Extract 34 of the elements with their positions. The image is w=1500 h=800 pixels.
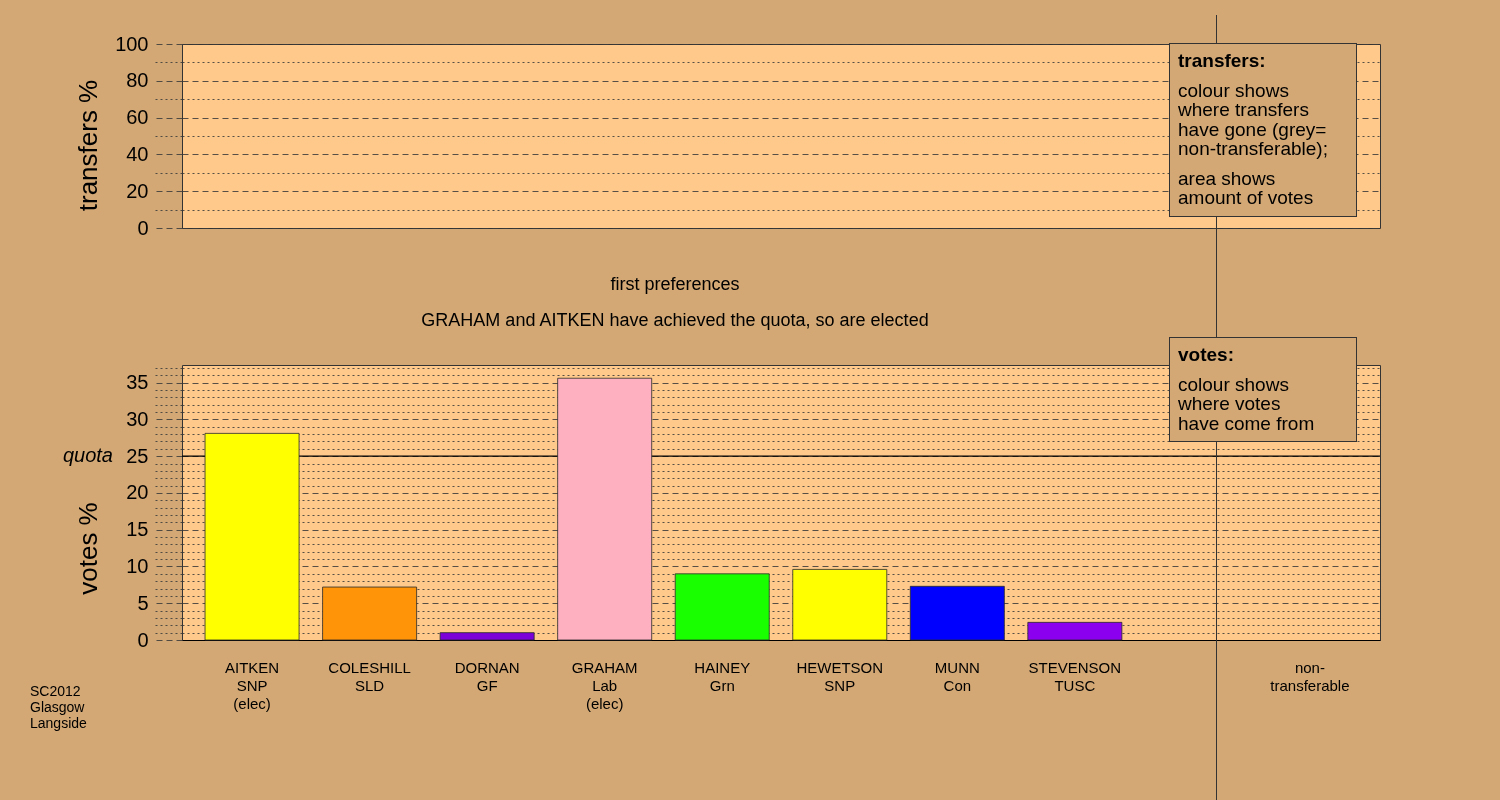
y-tick-label: 15	[126, 518, 149, 541]
y-tick-label: 10	[126, 554, 149, 577]
y-tick-label: 5	[137, 591, 149, 614]
annotation: area shows amount of votes	[1178, 167, 1315, 208]
y-tick-label: 60	[126, 106, 149, 129]
ref-line-label: quota	[62, 444, 113, 467]
y-axis-title: transfers %	[72, 79, 103, 212]
x-tick-label: DORNAN GF	[454, 658, 520, 694]
y-tick-label: 20	[126, 481, 149, 504]
y-tick-label: 25	[126, 444, 149, 467]
x-tick-label: MUNN Con	[934, 658, 980, 694]
y-tick-label: 100	[115, 32, 149, 55]
x-tick-label: HEWETSON SNP	[796, 658, 884, 694]
chart-subtitle: GRAHAM and AITKEN have achieved the quota, so are elected	[421, 309, 929, 330]
annotation: colour shows where votes have come from	[1178, 373, 1316, 434]
y-tick-label: 35	[126, 371, 149, 394]
x-tick-label: STEVENSON TUSC	[1028, 658, 1122, 694]
y-tick-label: 30	[126, 407, 149, 430]
y-tick-label: 40	[126, 142, 149, 165]
y-tick-label: 20	[126, 179, 149, 202]
text: votes:	[1178, 344, 1235, 365]
annotation: colour shows where transfers have gone (grey= non-transferable);	[1178, 79, 1329, 159]
y-axis-title: votes %	[72, 502, 103, 595]
x-tick-label: COLESHILL SLD	[328, 658, 411, 694]
y-tick-label: 80	[126, 69, 149, 92]
x-tick-label: non- transferable	[1270, 658, 1350, 694]
x-tick-label: HAINEY Grn	[694, 658, 751, 694]
y-tick-label: 0	[137, 628, 149, 651]
annotation: transfers:	[1178, 50, 1267, 71]
x-tick-label: AITKEN SNP (elec)	[224, 658, 280, 712]
chart-title: first preferences	[610, 273, 740, 294]
text: SC2012 Glasgow Langside	[30, 683, 87, 731]
y-tick-label: 0	[137, 216, 149, 239]
x-tick-label: GRAHAM Lab (elec)	[571, 658, 638, 712]
